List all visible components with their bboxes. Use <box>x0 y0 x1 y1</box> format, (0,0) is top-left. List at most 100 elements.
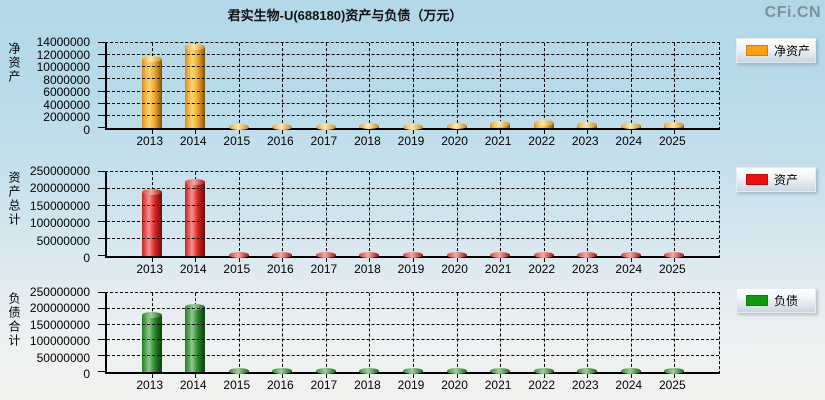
x-tick-mark <box>543 129 545 134</box>
bar-net-assets-2023 <box>577 121 598 128</box>
y-tick-mark <box>98 355 105 357</box>
bar-top-ellipse <box>490 120 511 127</box>
y-tick-label: 250000000 <box>29 285 90 299</box>
gridline-horizontal <box>107 238 719 240</box>
gridline-horizontal <box>107 204 719 206</box>
x-tick-label: 2019 <box>397 134 425 148</box>
x-tick-label: 2014 <box>179 262 207 276</box>
x-tick-label: 2015 <box>223 378 251 392</box>
x-tick-mark <box>674 257 676 262</box>
bar-top-ellipse <box>228 251 249 258</box>
x-tick-mark <box>630 373 632 378</box>
bar-total-assets-2016 <box>272 251 293 258</box>
bar-total-liabilities-2022 <box>533 367 554 374</box>
x-tick-mark <box>195 257 197 262</box>
bar-net-assets-2018 <box>359 123 380 130</box>
bar-net-assets-2016 <box>272 123 293 130</box>
bar-total-liabilities-2021 <box>490 367 511 374</box>
x-tick-mark <box>500 257 502 262</box>
y-tick-label: 150000000 <box>29 317 90 332</box>
y-axis-title: 净资产 <box>7 42 21 84</box>
chart-total-assets: 资产总计 0 50000000 100000000 150000000 20000000… <box>0 164 825 276</box>
x-tick-mark <box>151 129 153 134</box>
legend-box: 负债 <box>736 288 816 313</box>
y-tick-mark <box>98 54 105 56</box>
x-tick-label: 2016 <box>266 262 294 276</box>
gridline-vertical <box>325 293 327 372</box>
x-tick-mark <box>151 257 153 262</box>
bar-total-liabilities-2015 <box>228 367 249 374</box>
x-tick-label: 2024 <box>615 262 643 276</box>
legend-swatch <box>746 45 768 56</box>
gridline-vertical <box>630 293 632 372</box>
x-tick-label: 2015 <box>223 134 251 148</box>
x-axis-labels: 2013 2014 2015 2016 2017 2018 2019 2020 2021 2022… <box>105 378 717 394</box>
y-axis-title: 资产总计 <box>7 171 21 227</box>
x-tick-mark <box>413 257 414 262</box>
page-title: 君实生物-U(688180)资产与负债（万元） <box>227 8 463 23</box>
bar-top-ellipse <box>490 367 511 374</box>
gridline-vertical <box>238 172 240 256</box>
bar-total-assets-2015 <box>228 251 249 258</box>
gridline-horizontal <box>107 90 719 92</box>
bar-top-ellipse <box>272 367 293 374</box>
y-tick-label: 2000000 <box>43 110 90 125</box>
y-tick-mark <box>98 102 105 104</box>
bar-top-ellipse <box>315 367 336 374</box>
bar-top-ellipse <box>446 251 467 258</box>
y-tick-label: 250000000 <box>29 164 90 178</box>
x-tick-mark <box>413 373 414 378</box>
gridline-vertical <box>543 43 545 128</box>
y-tick-label: 14000000 <box>36 35 90 49</box>
gridline-vertical <box>282 43 284 128</box>
y-tick-mark <box>98 255 105 256</box>
x-tick-label: 2022 <box>528 262 556 276</box>
x-tick-mark <box>238 257 240 262</box>
bar-top-ellipse <box>446 123 467 130</box>
gridline-vertical <box>630 43 632 128</box>
bar-total-liabilities-2020 <box>446 367 467 374</box>
bar-top-ellipse <box>185 179 206 186</box>
x-axis-labels: 2013 2014 2015 2016 2017 2018 2019 2020 2021 2022… <box>105 134 717 150</box>
x-tick-label: 2014 <box>179 378 207 392</box>
bar-top-ellipse <box>403 123 423 130</box>
bar-total-assets-2022 <box>533 251 554 258</box>
y-tick-mark <box>98 371 105 372</box>
y-tick-mark <box>98 127 105 128</box>
x-tick-label: 2013 <box>136 134 164 148</box>
gridline-vertical <box>456 43 458 128</box>
y-tick-mark <box>98 171 105 172</box>
x-tick-label: 2018 <box>354 134 381 148</box>
bar-top-ellipse <box>577 251 598 258</box>
x-tick-label: 2025 <box>658 134 686 148</box>
y-tick-mark <box>98 339 105 341</box>
gridline-horizontal <box>107 307 719 309</box>
chart-total-liabilities: 负债合计 0 50000000 100000000 150000000 20000000… <box>0 285 825 392</box>
x-tick-label: 2024 <box>615 134 643 148</box>
gridline-vertical <box>238 43 240 128</box>
gridline-horizontal <box>107 102 719 104</box>
bar-net-assets-2014 <box>185 44 206 128</box>
gridline-horizontal <box>107 221 719 223</box>
bar-total-assets-2024 <box>620 251 641 258</box>
gridline-vertical <box>282 172 284 256</box>
x-tick-label: 2020 <box>441 134 468 148</box>
x-tick-mark <box>195 373 197 378</box>
x-tick-label: 2024 <box>615 378 643 392</box>
bar-top-ellipse <box>490 251 511 258</box>
legend-swatch <box>746 174 768 185</box>
x-tick-label: 2025 <box>658 262 686 276</box>
bar-top-ellipse <box>141 312 162 319</box>
bar-total-liabilities-2023 <box>577 367 598 374</box>
x-tick-mark <box>456 257 458 262</box>
x-tick-label: 2013 <box>136 378 164 392</box>
x-tick-mark <box>587 129 589 134</box>
gridline-vertical <box>238 293 240 372</box>
x-tick-label: 2019 <box>397 378 425 392</box>
bar-total-liabilities-2025 <box>664 367 685 374</box>
cfi-watermark: CFi.CN <box>764 4 821 21</box>
gridline-vertical <box>500 43 502 128</box>
gridline-horizontal <box>107 114 719 116</box>
gridline-vertical <box>413 293 414 372</box>
x-tick-label: 2019 <box>397 262 425 276</box>
